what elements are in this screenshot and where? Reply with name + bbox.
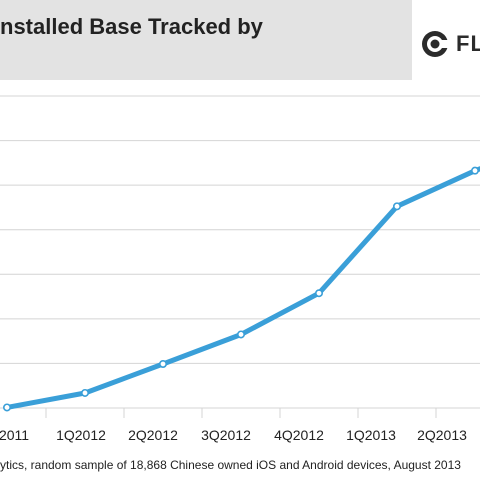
x-tick-label: 1Q2013 [346,427,396,443]
marker-layer [2,166,479,412]
data-point [2,403,12,412]
series-line [4,166,480,410]
source-text: ytics, random sample of 18,868 Chinese o… [0,458,461,472]
flurry-logo-icon [422,31,450,57]
title-banner: nstalled Base Tracked by [0,0,412,80]
data-point [392,202,401,211]
data-point [237,330,246,339]
x-tick-label: 2Q2013 [417,427,467,443]
source-note: ytics, random sample of 18,868 Chinese o… [0,458,461,472]
data-point [314,289,323,298]
x-tick-label: 2011 [0,427,29,443]
logo-text: FL [456,31,480,56]
data-point [81,388,90,397]
x-axis-tick-labels: 2011 1Q2012 2Q2012 3Q2012 4Q2012 1Q2013 2Q2013 [0,427,467,443]
x-tick-label: 3Q2012 [201,427,251,443]
chart-title: nstalled Base Tracked by [0,14,263,39]
x-tick-label: 1Q2012 [56,427,106,443]
brand-logo: FL [420,26,480,62]
series-layer [4,166,480,410]
data-point [470,166,479,175]
x-tick-label: 2Q2012 [128,427,178,443]
x-tick-label: 4Q2012 [274,427,324,443]
gridlines [0,95,480,418]
data-point [159,359,168,368]
